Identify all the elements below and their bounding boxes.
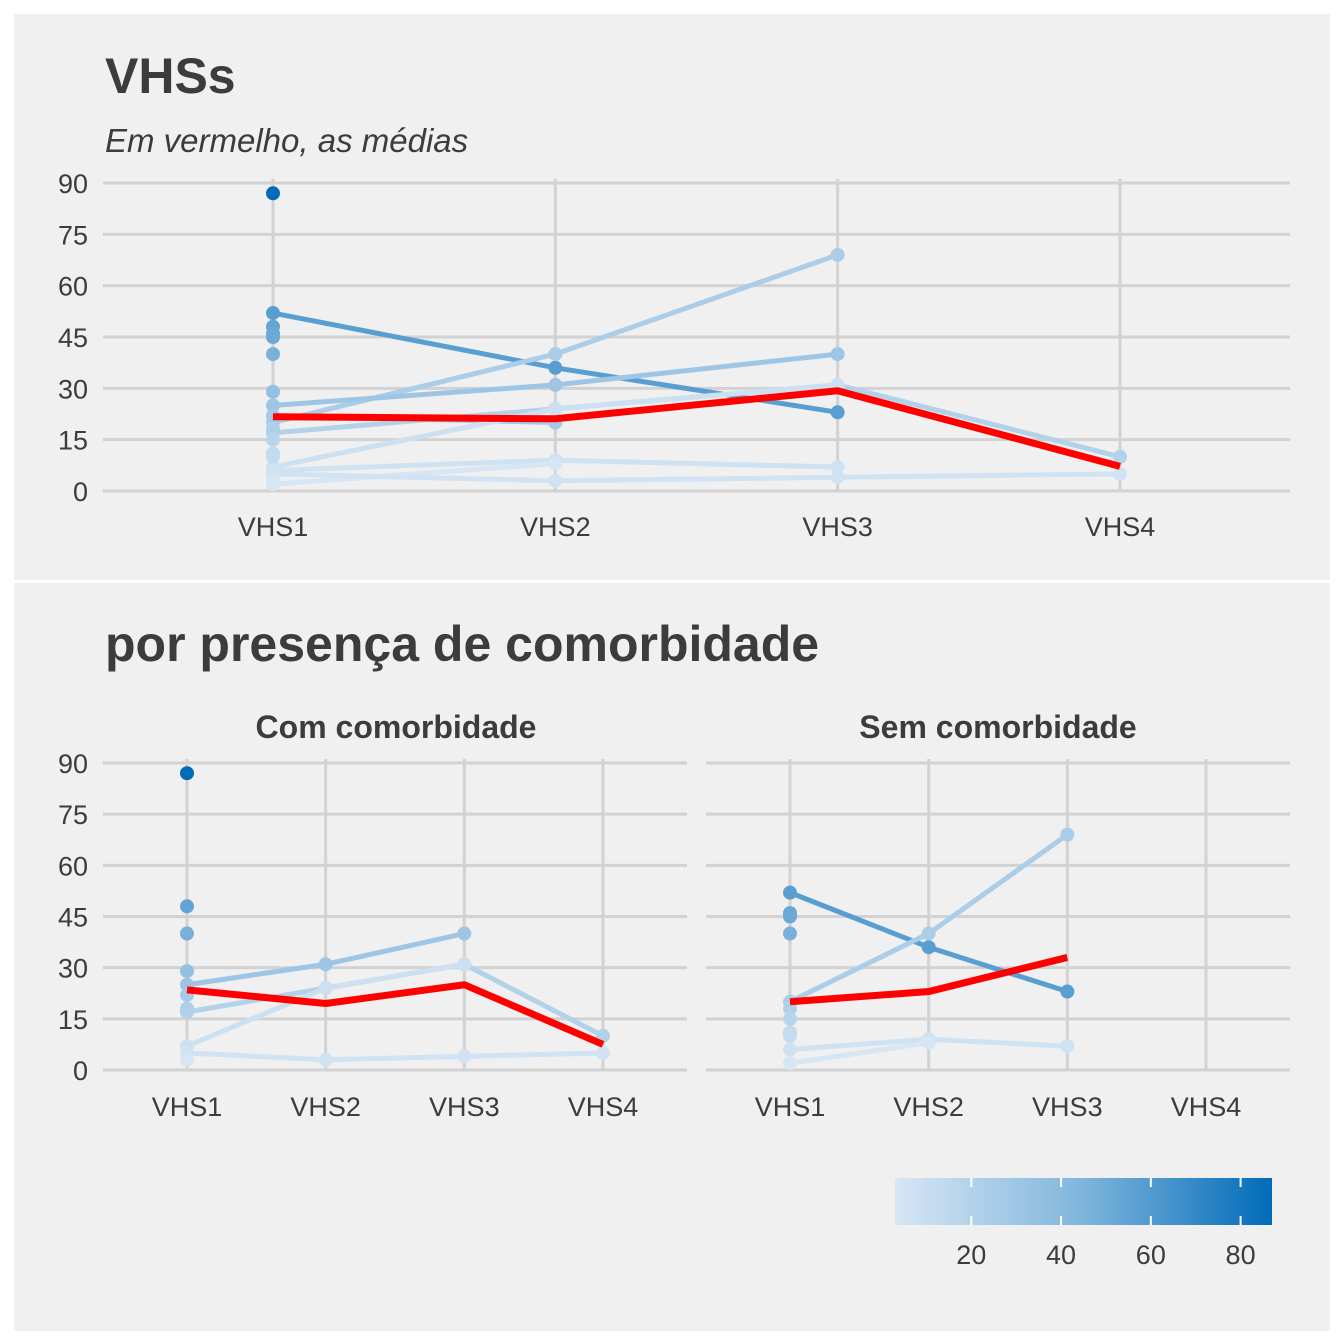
data-point [180,926,194,941]
series-line [186,1050,604,1063]
facet-label-com: Com comorbidade [256,709,537,745]
data-point [783,885,797,900]
x-tick-label: VHS2 [520,512,591,542]
data-point [1060,827,1075,842]
data-point [457,926,472,941]
y-tick-label: 45 [58,323,88,353]
data-point [180,964,194,979]
data-point [783,909,797,924]
y-tick-label: 30 [58,374,88,404]
mean-line [272,387,1121,470]
y-tick-label: 90 [58,749,88,779]
data-point [921,926,936,941]
legend-tick-label: 80 [1226,1240,1256,1270]
data-point [266,330,280,344]
series-line [272,461,556,487]
data-point [830,460,845,475]
x-tick-label: VHS4 [1085,512,1156,542]
series-line [789,1040,930,1066]
data-point [548,360,563,375]
data-point [783,1042,797,1057]
data-point [318,957,333,972]
data-point [266,398,280,413]
y-tick-label: 90 [58,169,88,199]
x-tick-label: VHS2 [893,1092,964,1122]
data-point [1060,1039,1075,1054]
mean-line [789,954,1069,1006]
y-tick-label: 45 [58,903,88,933]
data-point [266,422,280,437]
x-tick-label: VHS1 [152,1092,223,1122]
legend-tick-label: 40 [1046,1240,1076,1270]
data-point [783,926,797,941]
x-tick-label: VHS1 [238,512,309,542]
top-plot-background [14,14,1330,580]
y-tick-label: 15 [58,1005,88,1035]
data-point [830,470,845,485]
data-point [266,306,280,321]
data-point [548,401,563,416]
data-point [783,1011,797,1026]
legend-tick-label: 20 [956,1240,986,1270]
data-point [180,899,194,914]
bottom-title: por presença de comorbidade [105,616,819,672]
data-point [921,940,936,955]
data-point [266,347,280,362]
x-tick-label: VHS1 [755,1092,826,1122]
data-point [457,957,472,972]
data-point [596,1045,610,1060]
data-point [783,1056,797,1071]
data-point [548,347,563,362]
series-line [272,471,1121,484]
facet-label-sem: Sem comorbidade [859,709,1136,745]
chart-title: VHSs [105,48,236,104]
data-point [1113,466,1127,481]
y-tick-label: 30 [58,954,88,984]
y-tick-label: 15 [58,426,88,456]
data-point [318,1052,333,1067]
panel-overall: 0 15 30 45 60 75 90 VHS1 VHS2 VHS3 VHS4 [58,169,1290,542]
color-scale-bar [895,1178,1272,1225]
data-point [180,766,194,781]
x-tick-label: VHS3 [1032,1092,1103,1122]
data-point [783,1001,797,1016]
data-point [266,473,280,488]
data-point [266,384,280,399]
y-tick-label: 0 [73,1056,88,1086]
chart-subtitle: Em vermelho, as médias [105,122,468,159]
data-point [266,186,280,201]
data-point [921,1035,936,1050]
data-point [548,456,563,471]
x-tick-label: VHS2 [290,1092,361,1122]
x-tick-label: VHS4 [568,1092,639,1122]
y-tick-label: 75 [58,220,88,250]
data-point [1060,984,1075,999]
data-point [830,247,845,262]
panel-com-comorbidade: 0 15 30 45 60 75 90 VHS1 VHS2 VHS3 VHS4 [58,749,687,1122]
data-point [830,347,845,362]
x-tick-label: VHS3 [802,512,873,542]
data-point [266,449,280,464]
data-point [266,432,280,447]
legend-tick-label: 60 [1136,1240,1166,1270]
y-tick-label: 75 [58,800,88,830]
y-tick-label: 60 [58,272,88,302]
x-tick-label: VHS3 [429,1092,500,1122]
data-point [180,1052,194,1067]
y-tick-label: 60 [58,851,88,881]
data-point [457,1049,472,1064]
y-tick-label: 0 [73,477,88,507]
color-scale-legend: 20 40 60 80 [895,1178,1272,1270]
data-point [548,473,563,488]
data-point [1113,449,1127,464]
data-point [548,377,563,392]
mean-line [186,981,605,1048]
panel-sem-comorbidade: VHS1 VHS2 VHS3 VHS4 [706,759,1290,1122]
data-point [783,1028,797,1043]
data-point [180,1001,194,1016]
x-tick-label: VHS4 [1171,1092,1242,1122]
data-point [830,405,845,420]
data-point [318,981,333,996]
